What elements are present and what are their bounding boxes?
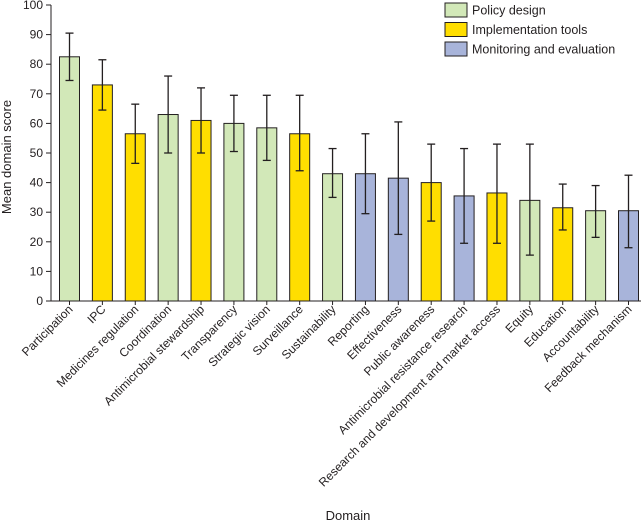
error-bar — [295, 94, 304, 172]
error-bar — [361, 133, 370, 215]
error-bar — [492, 143, 501, 244]
error-bar — [460, 147, 469, 244]
y-tick-label: 90 — [30, 28, 44, 42]
error-bar — [98, 59, 107, 111]
error-bar — [131, 103, 140, 165]
error-bar — [591, 184, 600, 239]
bar — [59, 56, 80, 302]
legend-label: Monitoring and evaluation — [472, 43, 615, 57]
error-bar — [262, 94, 271, 162]
y-tick-label: 20 — [30, 235, 44, 249]
bars-layer — [59, 56, 639, 302]
error-bar — [394, 121, 403, 236]
error-bar — [525, 143, 534, 256]
error-bar — [328, 147, 337, 199]
y-tick-label: 60 — [30, 116, 44, 130]
legend-item: Monitoring and evaluation — [444, 41, 615, 57]
legend-swatch — [444, 2, 468, 18]
error-bar — [558, 183, 567, 231]
x-axis-title: Domain — [326, 508, 371, 522]
legend-label: Implementation tools — [472, 23, 587, 37]
error-bars-layer — [65, 32, 633, 256]
error-bar — [65, 32, 74, 82]
error-bar — [229, 94, 238, 153]
y-tick-label: 100 — [23, 0, 43, 12]
legend: Policy design Implementation tools Monitor… — [444, 2, 615, 57]
x-tick-label: Participation — [19, 302, 76, 359]
y-tick-label: 80 — [30, 57, 44, 71]
y-tick-label: 50 — [30, 146, 44, 160]
y-axis-title: Mean domain score — [0, 100, 14, 214]
y-tick-label: 70 — [30, 87, 44, 101]
error-bar — [164, 75, 173, 154]
legend-item: Implementation tools — [444, 22, 587, 37]
y-tick-label: 10 — [30, 264, 44, 278]
bar — [91, 84, 113, 302]
y-ticks: 0 10 20 30 40 50 60 70 80 90 100 — [23, 0, 51, 308]
y-tick-label: 0 — [36, 294, 43, 308]
legend-item: Policy design — [444, 2, 546, 18]
legend-swatch — [444, 22, 468, 37]
y-tick-label: 30 — [30, 205, 44, 219]
error-bar — [197, 87, 206, 154]
legend-label: Policy design — [472, 4, 546, 18]
x-tick-label: IPC — [84, 302, 108, 326]
y-tick-label: 40 — [30, 176, 44, 190]
error-bar — [624, 174, 633, 249]
error-bar — [427, 143, 436, 222]
legend-swatch — [444, 41, 468, 57]
